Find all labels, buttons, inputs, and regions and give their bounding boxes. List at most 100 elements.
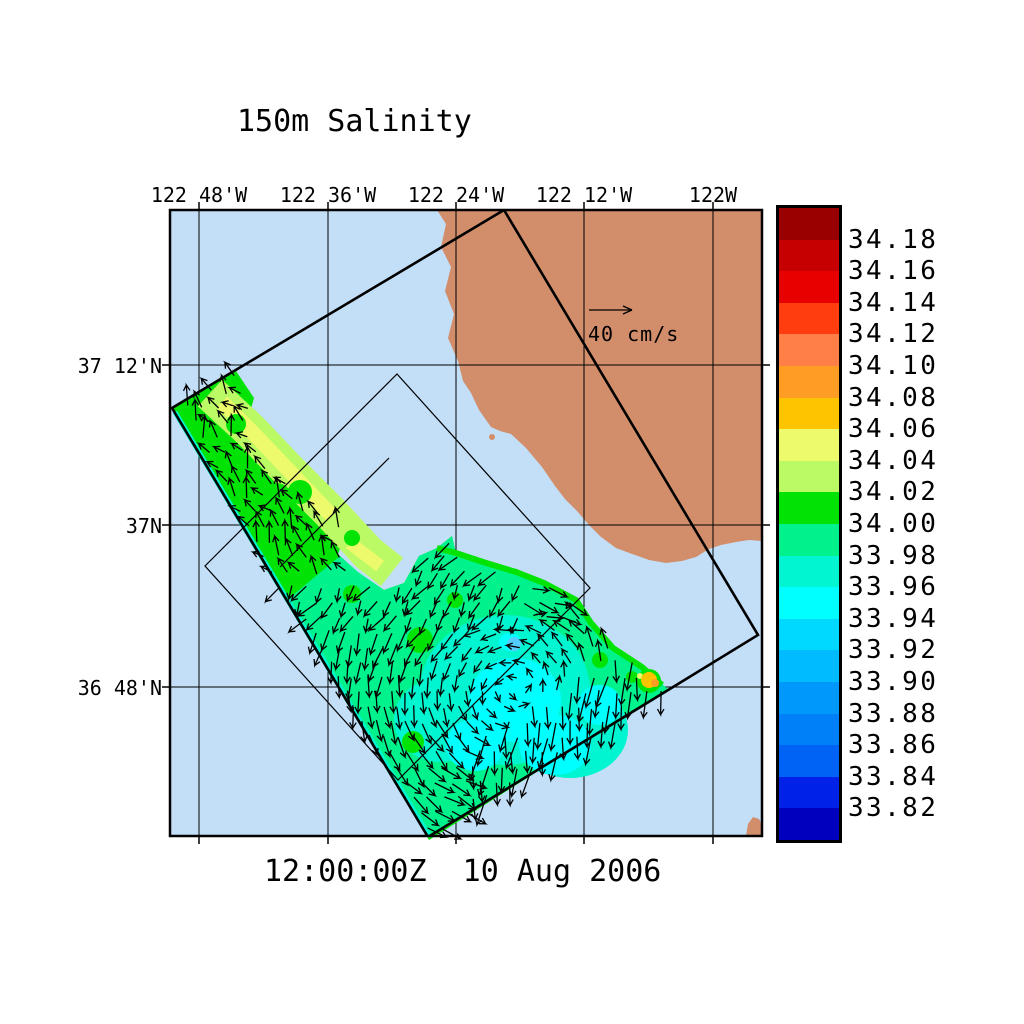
vector-arrow bbox=[411, 557, 429, 574]
vector-arrow bbox=[548, 587, 570, 598]
colorbar bbox=[776, 205, 842, 843]
vector-arrow bbox=[560, 659, 568, 677]
vector-arrow bbox=[435, 750, 449, 772]
outer-domain-outline bbox=[170, 210, 760, 836]
vector-arrow bbox=[498, 721, 510, 754]
colorbar-segment bbox=[779, 334, 839, 366]
vector-arrow bbox=[227, 412, 236, 437]
vector-arrow bbox=[505, 673, 517, 681]
vector-arrow bbox=[466, 615, 475, 633]
vector-arrow bbox=[448, 752, 466, 770]
vector-arrow bbox=[375, 719, 384, 743]
vector-arrow bbox=[504, 642, 520, 650]
vector-arrow bbox=[395, 707, 403, 731]
vector-arrow bbox=[353, 633, 361, 657]
colorbar-tick-label: 33.94 bbox=[848, 603, 939, 634]
plot-frame bbox=[162, 202, 770, 844]
vector-arrow bbox=[617, 678, 626, 707]
vector-arrow bbox=[584, 624, 594, 647]
vector-arrow bbox=[232, 404, 244, 421]
reference-arrow bbox=[589, 305, 633, 315]
vector-arrow bbox=[331, 617, 341, 636]
vector-arrow bbox=[367, 706, 375, 730]
vector-arrow bbox=[502, 736, 510, 761]
vector-arrow bbox=[286, 506, 295, 529]
vector-arrow bbox=[444, 796, 467, 807]
vector-arrow bbox=[338, 602, 347, 620]
vector-arrow bbox=[560, 647, 572, 664]
vector-arrow bbox=[244, 468, 257, 484]
vector-arrow bbox=[428, 767, 448, 783]
vector-arrow bbox=[429, 601, 438, 620]
vector-arrow bbox=[346, 690, 354, 714]
colorbar-tick-label: 33.92 bbox=[848, 635, 939, 666]
vector-arrow bbox=[230, 464, 241, 483]
vector-arrow bbox=[508, 692, 519, 701]
longitude-tick-label: 122W bbox=[688, 183, 738, 207]
vector-arrow bbox=[383, 706, 393, 730]
vector-arrow bbox=[534, 723, 542, 751]
vector-arrow bbox=[327, 661, 335, 686]
vector-arrow bbox=[524, 682, 533, 694]
vector-arrow bbox=[573, 736, 582, 762]
colorbar-tick-label: 33.86 bbox=[848, 730, 939, 761]
vector-arrow bbox=[462, 572, 482, 588]
vector-arrow bbox=[494, 691, 502, 704]
vector-arrow bbox=[281, 518, 289, 542]
vector-arrow bbox=[382, 601, 391, 619]
vector-arrow bbox=[242, 474, 251, 499]
salinity-patch bbox=[446, 719, 504, 771]
vector-arrow bbox=[249, 487, 264, 496]
vector-arrow bbox=[254, 509, 265, 528]
vector-arrow bbox=[548, 752, 558, 783]
land-california-coast bbox=[437, 210, 762, 563]
vector-arrow bbox=[435, 810, 457, 822]
vector-arrow bbox=[624, 692, 632, 721]
colorbar-tick-label: 34.02 bbox=[848, 477, 939, 508]
vector-arrow bbox=[363, 600, 378, 619]
longitude-tick-label: 122 36'W bbox=[279, 183, 377, 207]
vector-arrow bbox=[612, 660, 620, 685]
vector-arrow bbox=[492, 625, 511, 634]
vector-arrow bbox=[320, 602, 333, 620]
vector-arrow bbox=[264, 586, 280, 604]
vector-arrow bbox=[273, 475, 282, 498]
vector-arrow bbox=[306, 499, 319, 515]
vector-arrow bbox=[219, 400, 234, 408]
vector-arrow bbox=[548, 722, 557, 753]
colorbar-segment bbox=[779, 776, 839, 809]
vector-arrow bbox=[451, 584, 460, 602]
vector-arrow bbox=[252, 518, 260, 542]
colorbar-segment bbox=[779, 618, 839, 651]
colorbar-segment bbox=[779, 681, 839, 714]
vector-arrow bbox=[471, 615, 489, 632]
vector-arrow bbox=[421, 812, 441, 827]
vector-arrow bbox=[352, 586, 371, 603]
vector-arrow bbox=[286, 585, 294, 602]
colorbar-tick-label: 34.08 bbox=[848, 382, 939, 413]
colorbar-tick-label: 33.82 bbox=[848, 793, 939, 824]
vector-arrow bbox=[227, 476, 236, 497]
colorbar-tick-label: 33.96 bbox=[848, 572, 939, 603]
vector-arrow bbox=[199, 376, 212, 391]
vector-arrow bbox=[204, 460, 219, 469]
colorbar-tick-label: 34.06 bbox=[848, 414, 939, 445]
salinity-patch bbox=[288, 480, 312, 504]
colorbar-segment bbox=[779, 555, 839, 588]
salinity-patch bbox=[407, 627, 433, 653]
vector-arrow bbox=[408, 676, 416, 701]
longitude-tick-label: 122 24'W bbox=[407, 183, 505, 207]
vector-arrow bbox=[518, 701, 531, 709]
vector-arrow bbox=[468, 678, 476, 695]
vector-arrow bbox=[290, 585, 307, 603]
vector-arrow bbox=[437, 556, 458, 572]
vector-arrow bbox=[368, 734, 379, 757]
colorbar-segment bbox=[779, 713, 839, 746]
colorbar-segment bbox=[779, 650, 839, 682]
vector-arrow bbox=[449, 570, 465, 588]
vector-arrow bbox=[314, 588, 323, 605]
vector-arrow bbox=[272, 533, 280, 556]
vector-arrow bbox=[519, 766, 533, 800]
vector-arrow bbox=[442, 734, 454, 755]
vector-arrow bbox=[427, 572, 438, 591]
